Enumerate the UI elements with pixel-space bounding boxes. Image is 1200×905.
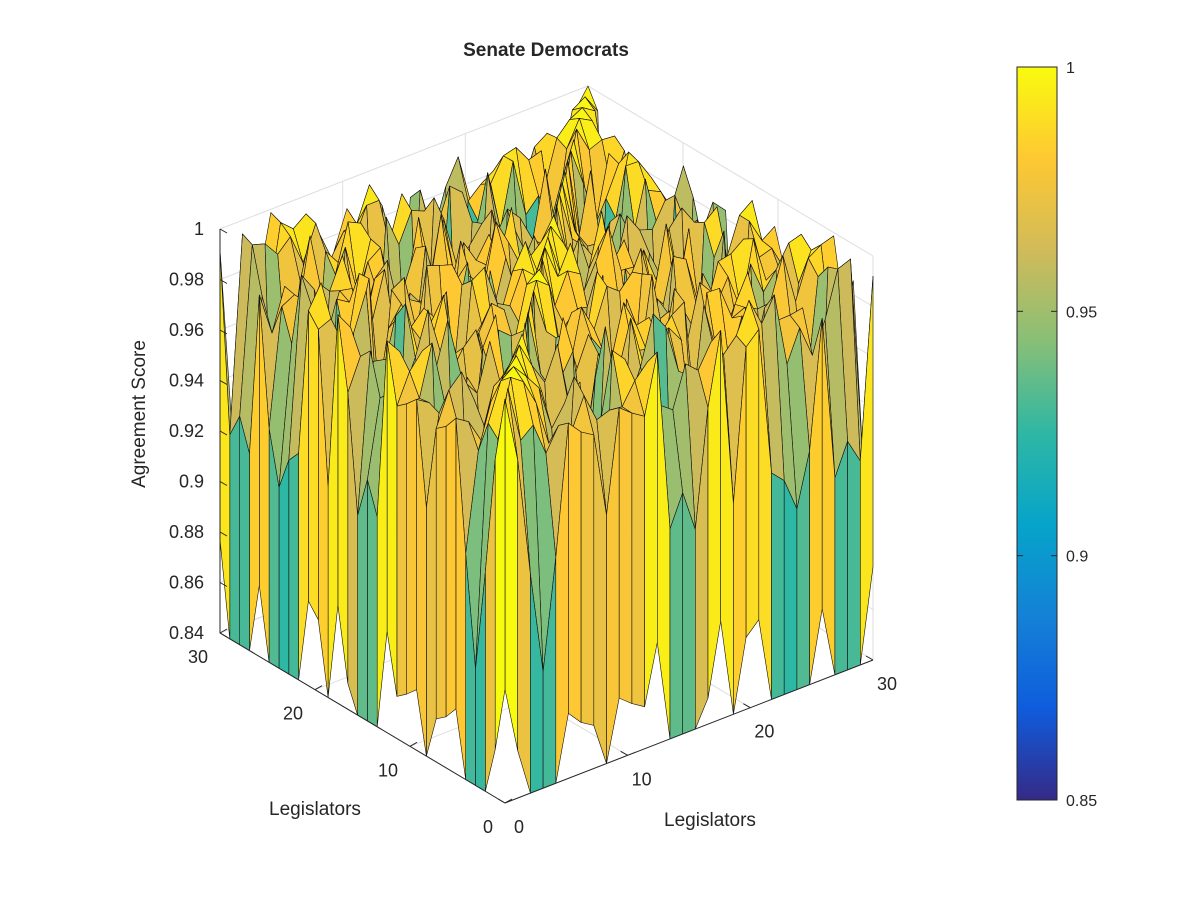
tick-labels: 0 10 20 30 0 10 20 30 0.84 0.86 0.88 0.9 0.92 0.94 0.9… xyxy=(169,219,897,837)
surface-edge-facet xyxy=(229,416,240,646)
colorbar: 0.85 0.9 0.95 1 xyxy=(1016,60,1097,810)
surface-edge-facet xyxy=(669,492,684,740)
z-tick-label: 0.98 xyxy=(169,270,204,290)
x-tick-label: 0 xyxy=(514,817,524,837)
y-tick xyxy=(504,798,513,804)
y-tick-label: 0 xyxy=(483,817,493,837)
z-tick-label: 0.96 xyxy=(169,320,204,340)
z-tick-label: 0.9 xyxy=(179,472,204,492)
surface-edge-facet xyxy=(396,403,408,697)
surface-edge-facet xyxy=(859,276,874,665)
z-tick xyxy=(219,279,228,284)
surface-edge-facet xyxy=(644,351,658,707)
surface-edge-facet xyxy=(219,249,231,639)
z-tick-label: 0.88 xyxy=(169,522,204,542)
z-tick xyxy=(219,380,228,385)
surface-edge-facet xyxy=(504,398,519,751)
z-tick xyxy=(219,481,228,486)
surface-edge-facet xyxy=(783,480,798,695)
y-tick xyxy=(219,628,228,634)
grid-line xyxy=(219,85,589,230)
surface-edge-facet xyxy=(771,472,785,700)
surface-edge-facet xyxy=(406,398,417,695)
y-tick xyxy=(314,685,323,691)
colorbar-tick-label: 0.85 xyxy=(1066,793,1097,810)
surface-edge-facet xyxy=(745,328,760,639)
z-tick xyxy=(219,430,228,436)
z-tick xyxy=(219,582,228,587)
z-tick-label: 0.94 xyxy=(169,371,204,391)
z-tick xyxy=(219,329,228,335)
surface-edge-facet xyxy=(239,416,250,652)
z-tick xyxy=(219,531,228,537)
surface-edge-facet xyxy=(568,422,582,723)
colorbar-tick-label: 1 xyxy=(1066,60,1075,77)
y-tick-label: 10 xyxy=(378,760,398,780)
surface-edge-facet xyxy=(494,398,506,750)
surface-edge-facet xyxy=(631,412,645,708)
x-tick xyxy=(743,703,751,709)
surface-edge-facet xyxy=(682,492,696,735)
z-tick-label: 0.92 xyxy=(169,421,204,441)
surface-edge-facet xyxy=(445,417,457,718)
x-tick xyxy=(497,798,506,804)
z-tick xyxy=(219,228,228,234)
surface-edge-facet xyxy=(435,426,447,720)
z-tick-label: 0.86 xyxy=(169,573,204,593)
x-tick-label: 30 xyxy=(877,674,897,694)
y-axis-label: Legislators xyxy=(269,799,361,820)
surface-edge-facet xyxy=(357,479,368,722)
x-tick xyxy=(620,750,628,756)
surface-edge-facet xyxy=(308,310,319,620)
colorbar-tick-label: 0.9 xyxy=(1066,549,1088,566)
surface-edge-facet xyxy=(834,441,848,676)
z-tick-label: 1 xyxy=(194,219,204,239)
y-tick-label: 20 xyxy=(283,704,303,724)
surface-edge-facet xyxy=(618,407,633,704)
z-tick xyxy=(219,632,228,638)
colorbar-ticks: 0.85 0.9 0.95 1 xyxy=(1017,60,1097,810)
surface-edge-facet xyxy=(847,440,861,671)
colorbar-tick-label: 0.95 xyxy=(1066,304,1097,321)
x-axis-line xyxy=(504,659,874,804)
z-axis-label: Agreement Score xyxy=(129,340,150,488)
colorbar-gradient xyxy=(1016,66,1058,801)
y-tick-label: 30 xyxy=(188,647,208,667)
surface-edge-facet xyxy=(278,460,290,675)
chart-title: Senate Democrats xyxy=(463,40,629,61)
surface-edge-facet xyxy=(367,479,378,728)
x-tick-label: 20 xyxy=(754,722,774,742)
surface-edge-facet xyxy=(580,431,595,726)
surface-edge-facet xyxy=(288,452,299,681)
x-tick-label: 10 xyxy=(632,769,652,789)
surface-mesh xyxy=(219,85,874,794)
x-axis-label: Legislators xyxy=(664,810,756,831)
grid-line xyxy=(587,85,874,257)
y-tick xyxy=(409,741,418,747)
y-axis-line xyxy=(219,632,506,804)
z-tick-label: 0.84 xyxy=(169,623,204,643)
x-tick xyxy=(865,655,874,661)
